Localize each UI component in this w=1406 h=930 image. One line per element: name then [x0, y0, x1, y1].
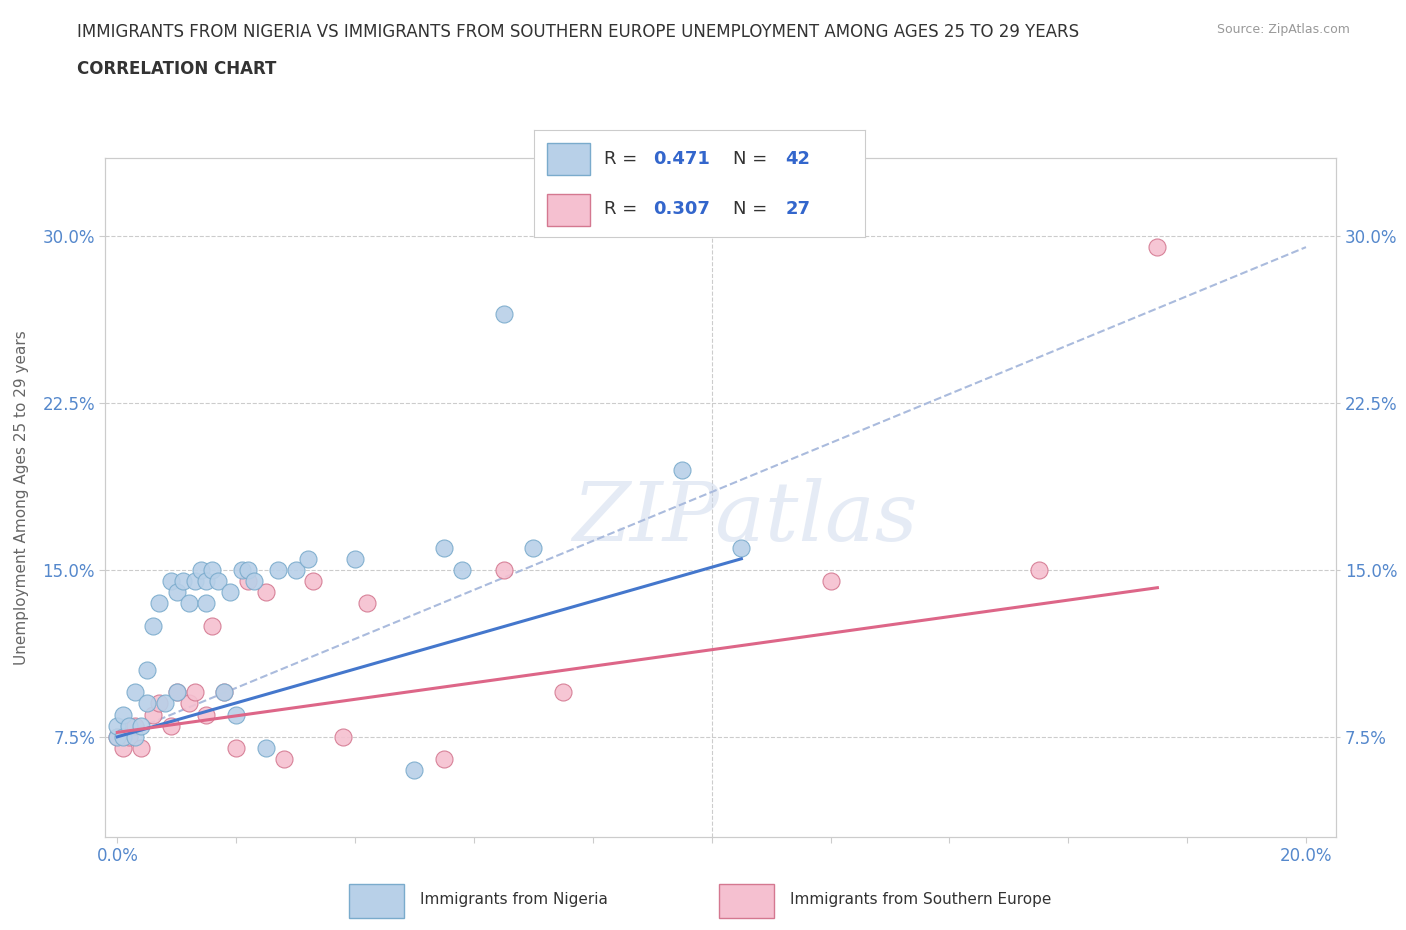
Text: 27: 27: [786, 200, 810, 218]
Point: [105, 729, 128, 744]
Point: [207, 574, 229, 589]
Point: [124, 718, 146, 733]
Point: [356, 596, 378, 611]
Text: R =: R =: [603, 200, 643, 218]
Point: [112, 729, 135, 744]
Point: [112, 707, 135, 722]
Point: [166, 684, 188, 699]
FancyBboxPatch shape: [547, 194, 591, 227]
Point: [124, 729, 146, 744]
Point: [190, 563, 212, 578]
Text: 0.471: 0.471: [654, 150, 710, 167]
Text: 42: 42: [786, 150, 810, 167]
Point: [118, 718, 141, 733]
Text: N =: N =: [733, 150, 772, 167]
Point: [730, 540, 752, 555]
Text: CORRELATION CHART: CORRELATION CHART: [77, 60, 277, 78]
Point: [1146, 240, 1168, 255]
Point: [159, 574, 181, 589]
FancyBboxPatch shape: [547, 143, 591, 175]
Point: [177, 596, 200, 611]
Point: [236, 574, 259, 589]
Point: [219, 585, 242, 600]
Point: [136, 696, 159, 711]
Text: R =: R =: [603, 150, 643, 167]
Point: [166, 684, 188, 699]
Point: [302, 574, 325, 589]
Point: [136, 662, 159, 677]
Text: Source: ZipAtlas.com: Source: ZipAtlas.com: [1216, 23, 1350, 36]
Point: [236, 563, 259, 578]
Point: [201, 563, 224, 578]
Point: [433, 751, 456, 766]
Point: [451, 563, 474, 578]
Y-axis label: Unemployment Among Ages 25 to 29 years: Unemployment Among Ages 25 to 29 years: [14, 330, 28, 665]
Point: [267, 563, 290, 578]
Point: [105, 718, 128, 733]
Point: [129, 718, 152, 733]
Point: [166, 585, 188, 600]
Text: Immigrants from Southern Europe: Immigrants from Southern Europe: [790, 892, 1050, 908]
Text: IMMIGRANTS FROM NIGERIA VS IMMIGRANTS FROM SOUTHERN EUROPE UNEMPLOYMENT AMONG AG: IMMIGRANTS FROM NIGERIA VS IMMIGRANTS FR…: [77, 23, 1080, 41]
Text: 0.307: 0.307: [654, 200, 710, 218]
Point: [153, 696, 176, 711]
Point: [142, 707, 165, 722]
Point: [273, 751, 295, 766]
Point: [225, 707, 247, 722]
FancyBboxPatch shape: [349, 884, 404, 918]
Point: [214, 684, 236, 699]
Point: [551, 684, 574, 699]
Point: [1028, 563, 1050, 578]
Point: [195, 574, 218, 589]
Point: [112, 740, 135, 755]
Point: [183, 684, 205, 699]
Point: [225, 740, 247, 755]
Point: [148, 596, 170, 611]
Point: [214, 684, 236, 699]
Point: [492, 307, 515, 322]
Point: [254, 740, 277, 755]
Point: [124, 684, 146, 699]
Point: [254, 585, 277, 600]
Point: [142, 618, 165, 633]
Point: [195, 707, 218, 722]
Point: [404, 763, 426, 777]
Text: Immigrants from Nigeria: Immigrants from Nigeria: [419, 892, 607, 908]
Point: [492, 563, 515, 578]
Point: [129, 740, 152, 755]
Point: [159, 718, 181, 733]
Point: [243, 574, 266, 589]
Point: [105, 729, 128, 744]
Point: [332, 729, 354, 744]
Point: [148, 696, 170, 711]
Point: [344, 551, 367, 566]
Point: [231, 563, 253, 578]
Point: [195, 596, 218, 611]
Point: [671, 462, 693, 477]
Point: [183, 574, 205, 589]
Point: [522, 540, 544, 555]
Point: [172, 574, 194, 589]
Point: [118, 729, 141, 744]
Point: [297, 551, 319, 566]
Point: [201, 618, 224, 633]
Point: [177, 696, 200, 711]
FancyBboxPatch shape: [718, 884, 773, 918]
Text: N =: N =: [733, 200, 772, 218]
Point: [433, 540, 456, 555]
Point: [284, 563, 307, 578]
Text: ZIPatlas: ZIPatlas: [572, 478, 918, 558]
Point: [820, 574, 842, 589]
